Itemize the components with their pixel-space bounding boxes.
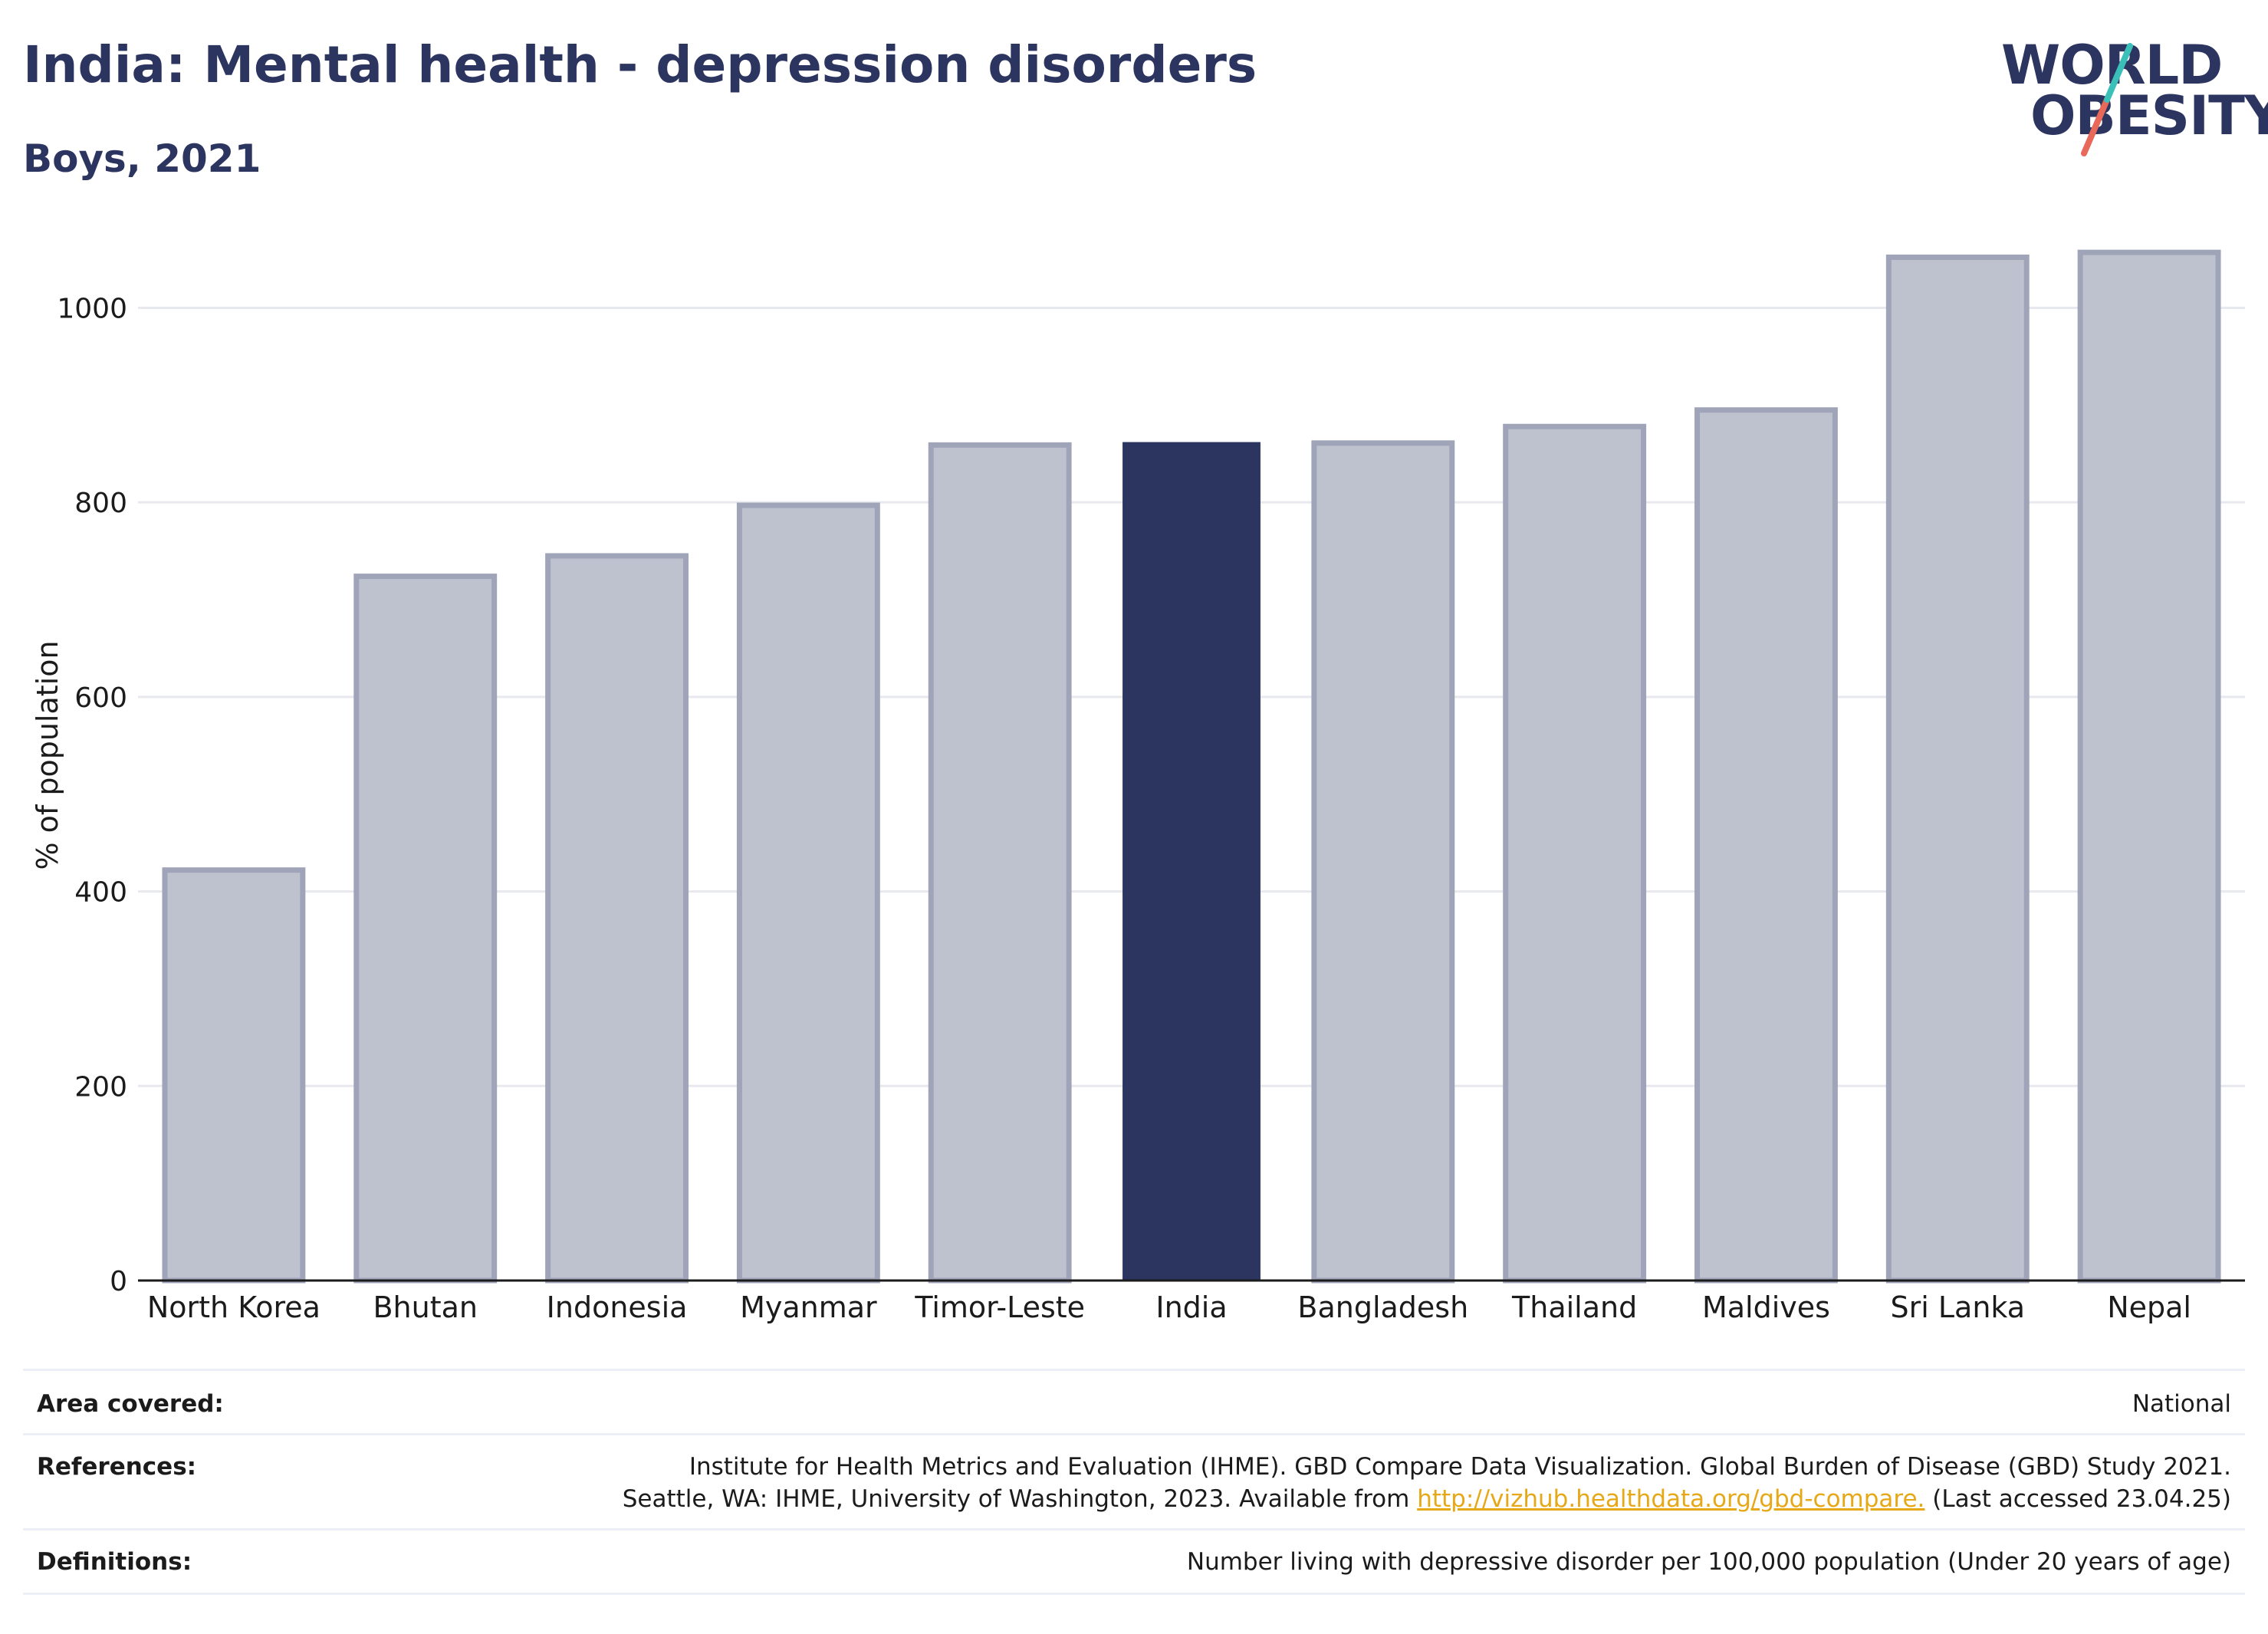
x-tick-label: Myanmar — [740, 1290, 877, 1324]
x-axis-labels: North Korea Bhutan Indonesia Myanmar Timor-L… — [147, 1290, 2191, 1324]
world-obesity-logo: WORLD OBESITY — [2001, 38, 2268, 161]
bar-maldives — [1694, 407, 1838, 1284]
bar-chart: 0 200 400 600 800 1000 North Korea Bhutan Indon… — [31, 249, 2245, 1324]
y-tick-label: 400 — [74, 877, 127, 909]
bar-thailand — [1503, 423, 1647, 1284]
x-tick-label: Timor-Leste — [914, 1290, 1085, 1324]
references-line2-text: Seattle, WA: IHME, University of Washing… — [622, 1485, 1418, 1513]
logo-slash-icon — [2081, 43, 2133, 156]
divider — [23, 1593, 2245, 1595]
references-key: References: — [37, 1453, 197, 1481]
metadata-table: Area covered: National References: Insti… — [23, 1369, 2245, 1599]
y-axis-ticks: 0 200 400 600 800 1000 — [57, 293, 127, 1297]
bar-myanmar — [736, 502, 880, 1284]
definitions-key: Definitions: — [37, 1548, 192, 1576]
bar-bangladesh — [1311, 440, 1455, 1284]
y-tick-label: 800 — [74, 488, 127, 519]
references-line1: Institute for Health Metrics and Evaluat… — [689, 1453, 2231, 1481]
bars — [162, 249, 2221, 1284]
y-tick-label: 0 — [110, 1266, 127, 1297]
x-tick-label: Indonesia — [547, 1290, 688, 1324]
x-tick-label: Maldives — [1702, 1290, 1830, 1324]
x-tick-label: North Korea — [147, 1290, 320, 1324]
y-tick-label: 200 — [74, 1071, 127, 1103]
bar-north-korea — [162, 867, 306, 1284]
bar-timor-leste — [928, 442, 1072, 1284]
y-axis-label: % of population — [31, 640, 64, 870]
references-link[interactable]: http://vizhub.healthdata.org/gbd-compare… — [1417, 1485, 1925, 1513]
x-tick-label: Bhutan — [373, 1290, 478, 1324]
chart-subtitle: Boys, 2021 — [23, 136, 261, 181]
y-tick-label: 600 — [74, 682, 127, 714]
divider — [23, 1433, 2245, 1435]
bar-indonesia — [545, 553, 689, 1284]
area-covered-value: National — [2132, 1390, 2231, 1418]
definitions-value: Number living with depressive disorder p… — [1186, 1548, 2231, 1576]
chart-title: India: Mental health - depression disord… — [23, 35, 1257, 94]
bar-india — [1122, 442, 1261, 1281]
area-covered-key: Area covered: — [37, 1390, 224, 1418]
x-tick-label: Nepal — [2107, 1290, 2191, 1324]
divider — [23, 1369, 2245, 1371]
y-tick-label: 1000 — [57, 293, 127, 324]
divider — [23, 1528, 2245, 1530]
references-line2: Seattle, WA: IHME, University of Washing… — [623, 1485, 2231, 1513]
x-tick-label: India — [1155, 1290, 1227, 1324]
references-accessed: (Last accessed 23.04.25) — [1925, 1485, 2231, 1513]
bar-sri-lanka — [1885, 255, 2030, 1284]
x-tick-label: Sri Lanka — [1890, 1290, 2025, 1324]
x-tick-label: Bangladesh — [1297, 1290, 1468, 1324]
logo-word-obesity: OBESITY — [2030, 84, 2268, 147]
bar-bhutan — [353, 574, 498, 1284]
bar-nepal — [2077, 249, 2221, 1284]
x-tick-label: Thailand — [1511, 1290, 1637, 1324]
